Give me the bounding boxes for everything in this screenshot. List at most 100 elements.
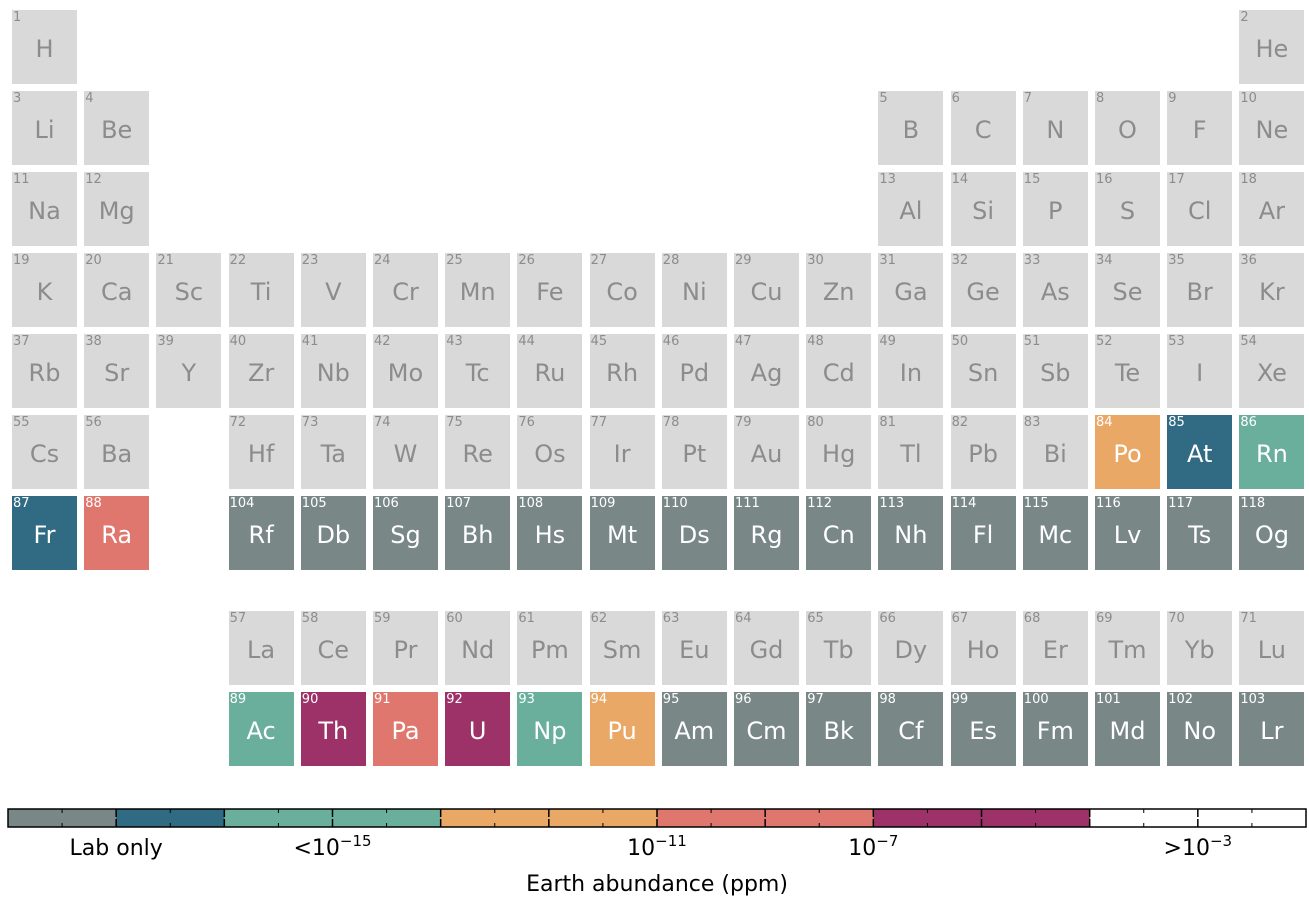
element-cell-ds: 110 Ds (661, 496, 727, 570)
element-cell-nh: 113 Nh (878, 496, 944, 570)
atomic-number: 13 (879, 172, 896, 187)
element-symbol: Ta (320, 440, 346, 468)
element-cell-db: 105 Db (300, 496, 366, 570)
atomic-number: 109 (590, 496, 616, 511)
atomic-number: 58 (301, 611, 319, 626)
atomic-number: 106 (374, 496, 399, 511)
colorbar-segments (8, 809, 1091, 827)
element-cell-cn: 112 Cn (806, 496, 872, 570)
element-cell-mg: 12 Mg (84, 172, 150, 246)
element-cell-rg: 111 Rg (734, 496, 799, 570)
atomic-number: 2 (1240, 10, 1249, 25)
atomic-number: 5 (879, 91, 888, 106)
element-cell-al: 13 Al (878, 172, 944, 246)
atomic-number: 32 (951, 253, 969, 268)
element-cell-ga: 31 Ga (878, 253, 944, 327)
element-symbol: O (1118, 116, 1137, 144)
element-cell-cl: 17 Cl (1167, 172, 1233, 246)
element-cell-nd: 60 Nd (445, 611, 511, 685)
element-cell-ag: 47 Ag (734, 334, 799, 408)
atomic-number: 107 (446, 496, 472, 511)
element-cell-pm: 61 Pm (517, 611, 583, 685)
atomic-number: 3 (13, 91, 22, 106)
atomic-number: 99 (951, 692, 969, 707)
atomic-number: 117 (1168, 496, 1194, 511)
element-cell-pa: 91 Pa (373, 692, 438, 766)
element-cell-og: 118 Og (1239, 496, 1305, 570)
element-cell-sg: 106 Sg (373, 496, 438, 570)
colorbar-tick-label: Lab only (70, 836, 163, 861)
atomic-number: 39 (157, 334, 174, 349)
element-symbol: Cm (746, 717, 787, 745)
atomic-number: 57 (229, 611, 247, 626)
atomic-number: 101 (1096, 692, 1121, 707)
element-symbol: Ds (678, 521, 710, 549)
atomic-number: 114 (951, 496, 977, 511)
element-cell-te: 52 Te (1095, 334, 1160, 408)
element-cell-po: 84 Po (1095, 415, 1160, 489)
colorbar-segment-lt15 (116, 809, 225, 827)
atomic-number: 8 (1096, 91, 1105, 106)
element-symbol: Pt (682, 440, 707, 468)
element-cell-br: 35 Br (1167, 253, 1233, 327)
element-cell-no: 102 No (1167, 692, 1233, 766)
element-symbol: Br (1186, 278, 1213, 306)
element-cell-es: 99 Es (950, 692, 1016, 766)
element-cell-tc: 43 Tc (445, 334, 511, 408)
element-symbol: Zr (247, 359, 275, 387)
atomic-number: 43 (446, 334, 463, 349)
element-cell-ce: 58 Ce (300, 611, 366, 685)
element-symbol: Ca (100, 278, 133, 306)
element-symbol: Hs (534, 521, 566, 549)
atomic-number: 6 (951, 91, 960, 106)
colorbar-labels: Lab only <10−15 10−11 10−7 >10−3 (70, 832, 1233, 861)
element-cell-gd: 64 Gd (734, 611, 799, 685)
colorbar-tick-label: >10−3 (1164, 832, 1233, 861)
element-cell-i: 53 I (1167, 334, 1233, 408)
element-symbol: At (1186, 440, 1213, 468)
element-symbol: Cu (750, 278, 783, 306)
element-cell-bh: 107 Bh (445, 496, 511, 570)
element-cell-at: 85 At (1167, 415, 1233, 489)
element-symbol: Ti (250, 278, 272, 306)
element-symbol: Lr (1260, 717, 1284, 745)
element-cell-lr: 103 Lr (1239, 692, 1305, 766)
element-symbol: Hg (822, 440, 856, 468)
atomic-number: 115 (1023, 496, 1049, 511)
element-symbol: Mo (387, 359, 424, 387)
atomic-number: 72 (229, 415, 247, 430)
element-symbol: Yb (1184, 636, 1215, 664)
element-cell-ta: 73 Ta (300, 415, 366, 489)
element-cell-cr: 24 Cr (373, 253, 438, 327)
element-symbol: Kr (1259, 278, 1285, 306)
element-symbol: V (325, 278, 342, 306)
atomic-number: 84 (1096, 415, 1113, 430)
element-symbol: Ne (1255, 116, 1289, 144)
atomic-number: 31 (879, 253, 896, 268)
element-symbol: Gd (749, 636, 784, 664)
atomic-number: 91 (374, 692, 391, 707)
atomic-number: 52 (1096, 334, 1113, 349)
element-symbol: Es (969, 717, 997, 745)
element-symbol: Th (318, 717, 349, 745)
element-cell-au: 79 Au (734, 415, 799, 489)
element-symbol: Rn (1255, 440, 1288, 468)
element-symbol: Y (181, 359, 197, 387)
atomic-number: 74 (374, 415, 391, 430)
element-cell-pu: 94 Pu (589, 692, 655, 766)
element-cell-be: 4 Be (84, 91, 150, 165)
element-cell-si: 14 Si (950, 172, 1016, 246)
element-symbol: Ru (534, 359, 566, 387)
atomic-number: 66 (879, 611, 896, 626)
element-cell-pd: 46 Pd (661, 334, 727, 408)
element-cell-p: 15 P (1022, 172, 1088, 246)
element-cell-pt: 78 Pt (661, 415, 727, 489)
element-cell-li: 3 Li (12, 91, 77, 165)
element-symbol: Ga (894, 278, 928, 306)
element-cell-eu: 63 Eu (661, 611, 727, 685)
element-symbol: Sg (390, 521, 421, 549)
atomic-number: 21 (157, 253, 174, 268)
